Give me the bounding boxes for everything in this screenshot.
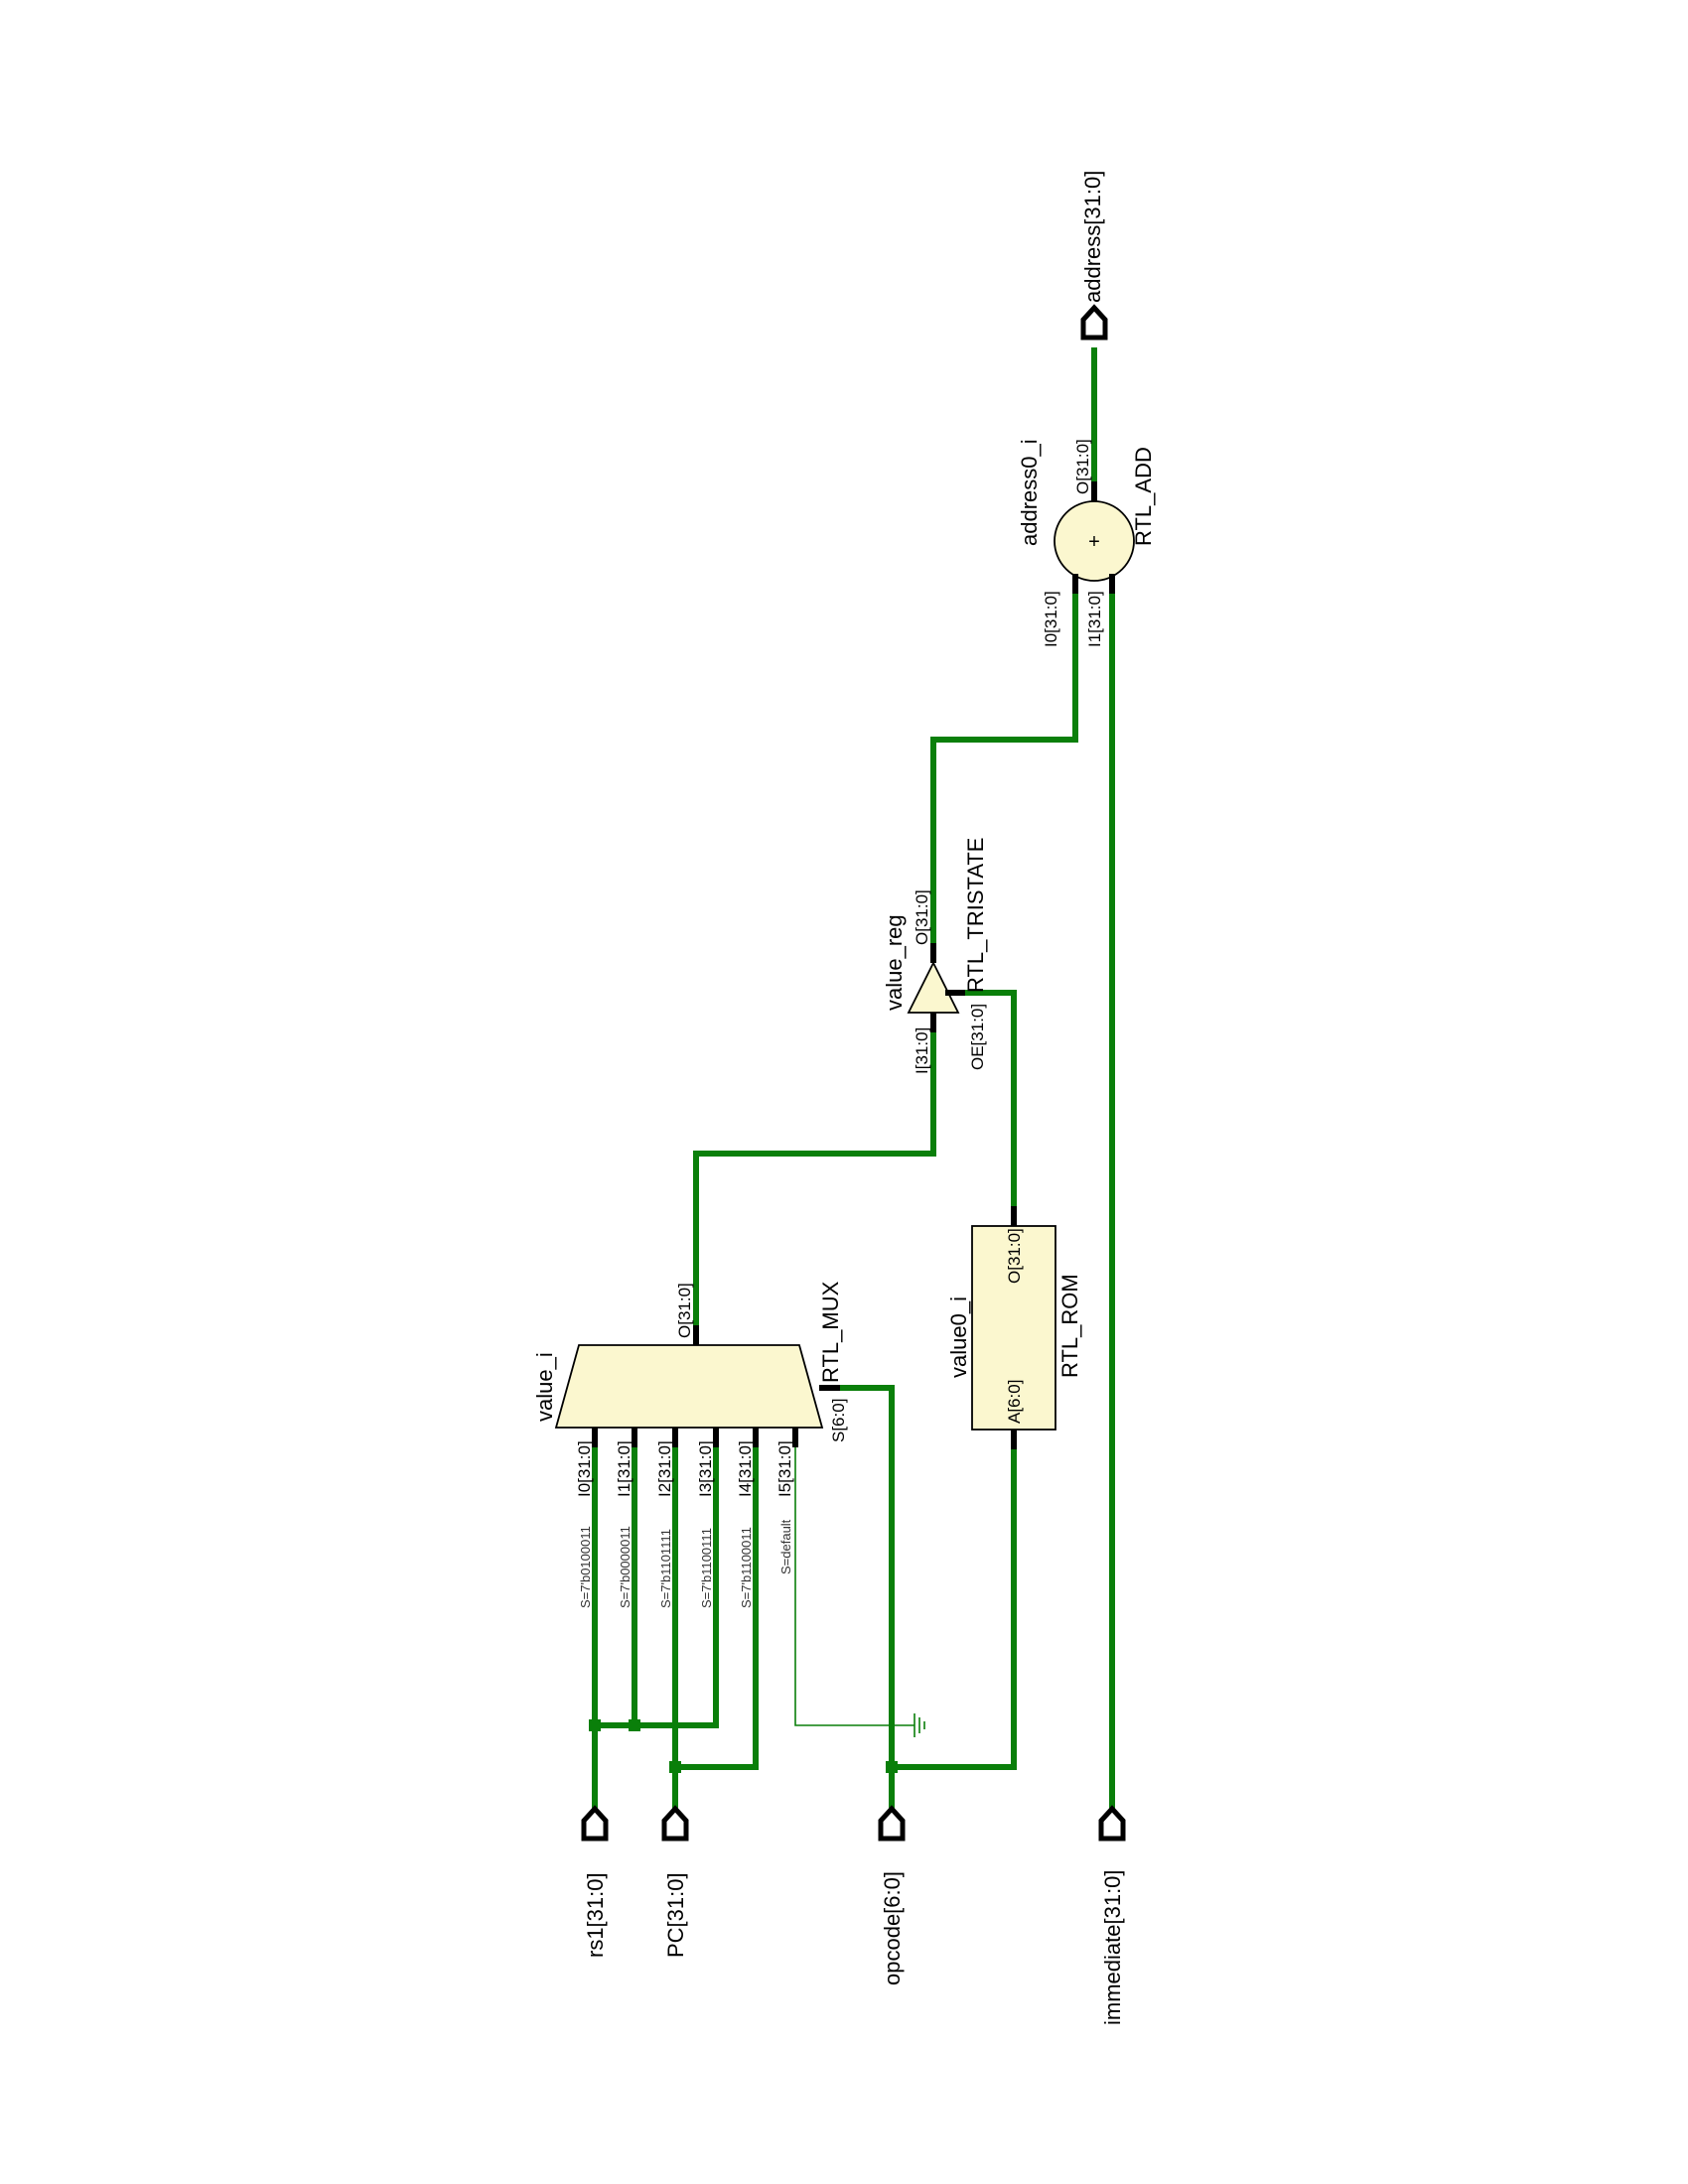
- tristate-enable-pin: OE[31:0]: [968, 1004, 987, 1070]
- junction-dot: [629, 1719, 640, 1731]
- mux-input-pin-i2: I2[31:0]: [655, 1440, 674, 1497]
- input-port-rs1[interactable]: rs1[31:0]: [581, 1805, 609, 1958]
- adder-output-pin: O[31:0]: [1073, 439, 1092, 494]
- port-arrow-icon: [1080, 304, 1108, 341]
- port-label-opcode: opcode[6:0]: [880, 1871, 905, 1985]
- port-label-rs1: rs1[31:0]: [583, 1872, 608, 1958]
- tristate-body: [907, 960, 960, 1014]
- mux-condition-i4: S=7'b1100011: [739, 1527, 754, 1608]
- wire-mux-to-tristate: [693, 1032, 936, 1335]
- mux-input-pin-i3: I3[31:0]: [696, 1440, 715, 1497]
- junctions: [589, 1719, 898, 1773]
- port-label-pc: PC[31:0]: [663, 1872, 688, 1958]
- port-arrow-icon: [581, 1805, 609, 1842]
- port-arrow-icon: [1098, 1805, 1126, 1842]
- mux-condition-i5: S=default: [778, 1519, 793, 1574]
- tristate-output-pin: O[31:0]: [913, 889, 931, 945]
- input-port-immediate[interactable]: immediate[31:0]: [1098, 1805, 1126, 2025]
- junction-dot: [886, 1761, 898, 1773]
- mux-input-pin-i5: I5[31:0]: [775, 1440, 794, 1497]
- rom-address-pin: A[6:0]: [1005, 1380, 1024, 1424]
- wires: [592, 347, 1115, 1809]
- mux-condition-i2: S=7'b1101111: [658, 1529, 673, 1608]
- mux-input-pin-i1: I1[31:0]: [615, 1440, 633, 1497]
- port-label-address: address[31:0]: [1080, 171, 1105, 303]
- wire-opcode-rom: [892, 1449, 1017, 1770]
- port-arrow-icon: [661, 1805, 689, 1842]
- mux-condition-i3: S=7'b1100111: [699, 1528, 714, 1608]
- tristate-instance-name: value_reg: [882, 914, 907, 1011]
- mux-input-pin-i4: I4[31:0]: [736, 1440, 755, 1497]
- wire-tristate-to-adder: [930, 586, 1078, 953]
- junction-dot: [589, 1719, 601, 1731]
- mux-input-pin-i0: I0[31:0]: [575, 1440, 594, 1497]
- tristate-cell[interactable]: value_reg RTL_TRISTATE I[31:0] OE[31:0] …: [882, 838, 988, 1074]
- mux-condition-i1: S=7'b0000011: [618, 1526, 633, 1608]
- port-label-immediate: immediate[31:0]: [1100, 1869, 1125, 2025]
- rom-instance-name: value0_i: [946, 1297, 971, 1378]
- wire-rom-to-oe: [965, 990, 1017, 1206]
- mux-output-pin: O[31:0]: [675, 1283, 694, 1338]
- adder-cell[interactable]: + address0_i RTL_ADD O[31:0] I0[31:0] I1…: [1017, 439, 1156, 647]
- port-arrow-icon: [878, 1805, 906, 1842]
- ground-icon: [914, 1713, 925, 1737]
- junction-dot: [669, 1761, 681, 1773]
- mux-type-label: RTL_MUX: [818, 1281, 843, 1383]
- mux-condition-i0: S=7'b0100011: [578, 1526, 593, 1608]
- adder-instance-name: address0_i: [1017, 439, 1042, 546]
- adder-input0-pin: I0[31:0]: [1042, 591, 1060, 647]
- mux-cell[interactable]: value_i RTL_MUX O[31:0] S[6:0] I0[31:0] …: [532, 1281, 848, 1608]
- adder-input1-pin: I1[31:0]: [1085, 591, 1104, 647]
- tristate-input-pin: I[31:0]: [913, 1027, 931, 1074]
- output-port-address[interactable]: address[31:0]: [1080, 171, 1108, 341]
- rom-output-pin: O[31:0]: [1005, 1228, 1024, 1284]
- mux-instance-name: value_i: [532, 1352, 557, 1422]
- adder-type-label: RTL_ADD: [1131, 447, 1156, 546]
- rom-body: [971, 1225, 1056, 1431]
- wire-pc-i4: [675, 1447, 759, 1770]
- mux-body: [554, 1344, 824, 1429]
- input-port-opcode[interactable]: opcode[6:0]: [878, 1805, 906, 1985]
- mux-select-pin: S[6:0]: [829, 1399, 848, 1442]
- tristate-type-label: RTL_TRISTATE: [963, 838, 988, 993]
- rom-type-label: RTL_ROM: [1057, 1274, 1082, 1378]
- rom-cell[interactable]: value0_i RTL_ROM A[6:0] O[31:0]: [946, 1206, 1082, 1449]
- wire-opcode-select: [840, 1385, 895, 1809]
- input-port-pc[interactable]: PC[31:0]: [661, 1805, 689, 1958]
- adder-plus-icon: +: [1088, 531, 1100, 553]
- wire-i5-ground: [794, 1447, 914, 1726]
